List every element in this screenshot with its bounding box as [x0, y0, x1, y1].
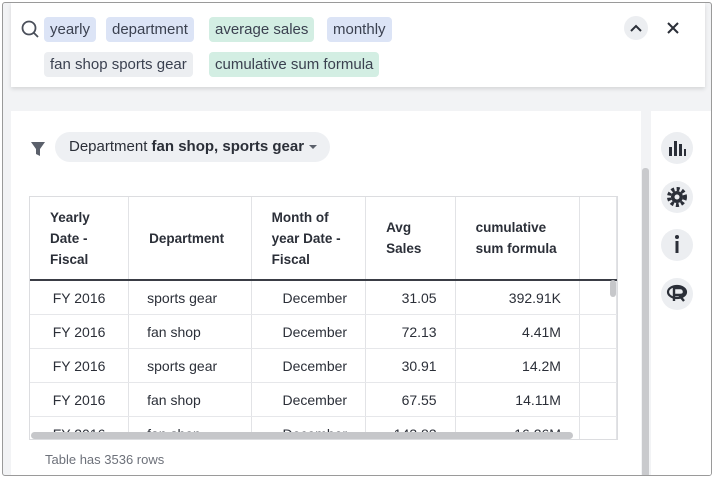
collapse-button[interactable]: [624, 16, 648, 40]
column-header-text: Avg Sales: [386, 220, 422, 256]
data-table: Yearly Date - Fiscal Department Month of y…: [30, 197, 617, 439]
column-header: cumulative sum formula: [455, 197, 580, 281]
info-icon: [675, 235, 679, 253]
chart-icon: [669, 141, 686, 156]
table-cell: 4.41M: [455, 314, 580, 349]
close-icon: [667, 22, 679, 34]
header-row: Yearly Date - Fiscal Department Month of y…: [30, 197, 617, 281]
table-h-scrollbar[interactable]: [31, 432, 573, 439]
table-v-scrollbar[interactable]: [610, 280, 616, 297]
table-cell: FY 2016: [30, 382, 130, 417]
search-token[interactable]: department: [106, 17, 194, 42]
table-cell: 30.91: [365, 348, 456, 383]
search-token[interactable]: monthly: [327, 17, 392, 42]
dropdown-caret: [309, 145, 318, 149]
search-token[interactable]: fan shop sports gear: [44, 52, 193, 77]
search-token[interactable]: yearly: [44, 17, 97, 42]
table-cell: 392.91K: [455, 280, 580, 315]
table-cell: December: [251, 280, 367, 315]
table-cell: 31.05: [365, 280, 456, 315]
table-cell-spacer: [579, 314, 617, 349]
table-container: Yearly Date - Fiscal Department Month of y…: [29, 196, 618, 440]
column-header: Yearly Date - Fiscal: [30, 197, 130, 281]
table-cell: 67.55: [365, 382, 456, 417]
table-cell-spacer: [579, 416, 617, 439]
r-icon: [666, 284, 688, 302]
column-header-spacer: [579, 197, 617, 281]
table-cell-spacer: [579, 382, 617, 417]
table-cell: 14.11M: [455, 382, 580, 417]
column-header: Month of year Date - Fiscal: [251, 197, 367, 281]
filter-value: fan shop, sports gear: [151, 138, 305, 155]
table-cell: December: [251, 348, 367, 383]
search-icon: [21, 20, 39, 38]
row-count: Table has 3536 rows: [45, 452, 165, 467]
table-cell: fan shop: [128, 382, 252, 417]
table-body: FY 2016 sports gear December 31.05 392.91K FY…: [30, 280, 617, 439]
panel-scrollbar[interactable]: [642, 168, 649, 475]
table-cell: sports gear: [128, 280, 252, 315]
column-header-text: Department: [149, 230, 225, 246]
table-cell: December: [251, 382, 367, 417]
table-row: FY 2016 sports gear December 31.05 392.91K: [30, 280, 617, 315]
column-header-text: Month of year Date - Fiscal: [271, 209, 341, 267]
column-header: Avg Sales: [365, 197, 456, 281]
search-token[interactable]: cumulative sum formula: [209, 52, 380, 77]
table-row: FY 2016 fan shop December 67.55 14.11M: [30, 382, 617, 417]
filter-chip[interactable]: Department fan shop, sports gear: [55, 132, 331, 162]
table-cell: 14.2M: [455, 348, 580, 383]
table-cell: FY 2016: [30, 280, 130, 315]
search-token[interactable]: average sales: [209, 17, 315, 42]
table-cell: FY 2016: [30, 348, 130, 383]
table-cell-spacer: [579, 348, 617, 383]
table-cell: 72.13: [365, 314, 456, 349]
table-cell: FY 2016: [30, 314, 130, 349]
column-header-text: Yearly Date - Fiscal: [50, 209, 90, 267]
column-header: Department: [128, 197, 252, 281]
filter-icon: [31, 142, 45, 156]
table-cell: fan shop: [128, 314, 252, 349]
chevron-up: [630, 24, 642, 32]
gear-icon: [667, 187, 687, 207]
table-cell: December: [251, 314, 367, 349]
table-row: FY 2016 fan shop December 72.13 4.41M: [30, 314, 617, 349]
column-header-text: cumulative sum formula: [475, 220, 557, 256]
filter-label: Department: [69, 138, 148, 155]
table-cell: sports gear: [128, 348, 252, 383]
table-row: FY 2016 sports gear December 30.91 14.2M: [30, 348, 617, 383]
